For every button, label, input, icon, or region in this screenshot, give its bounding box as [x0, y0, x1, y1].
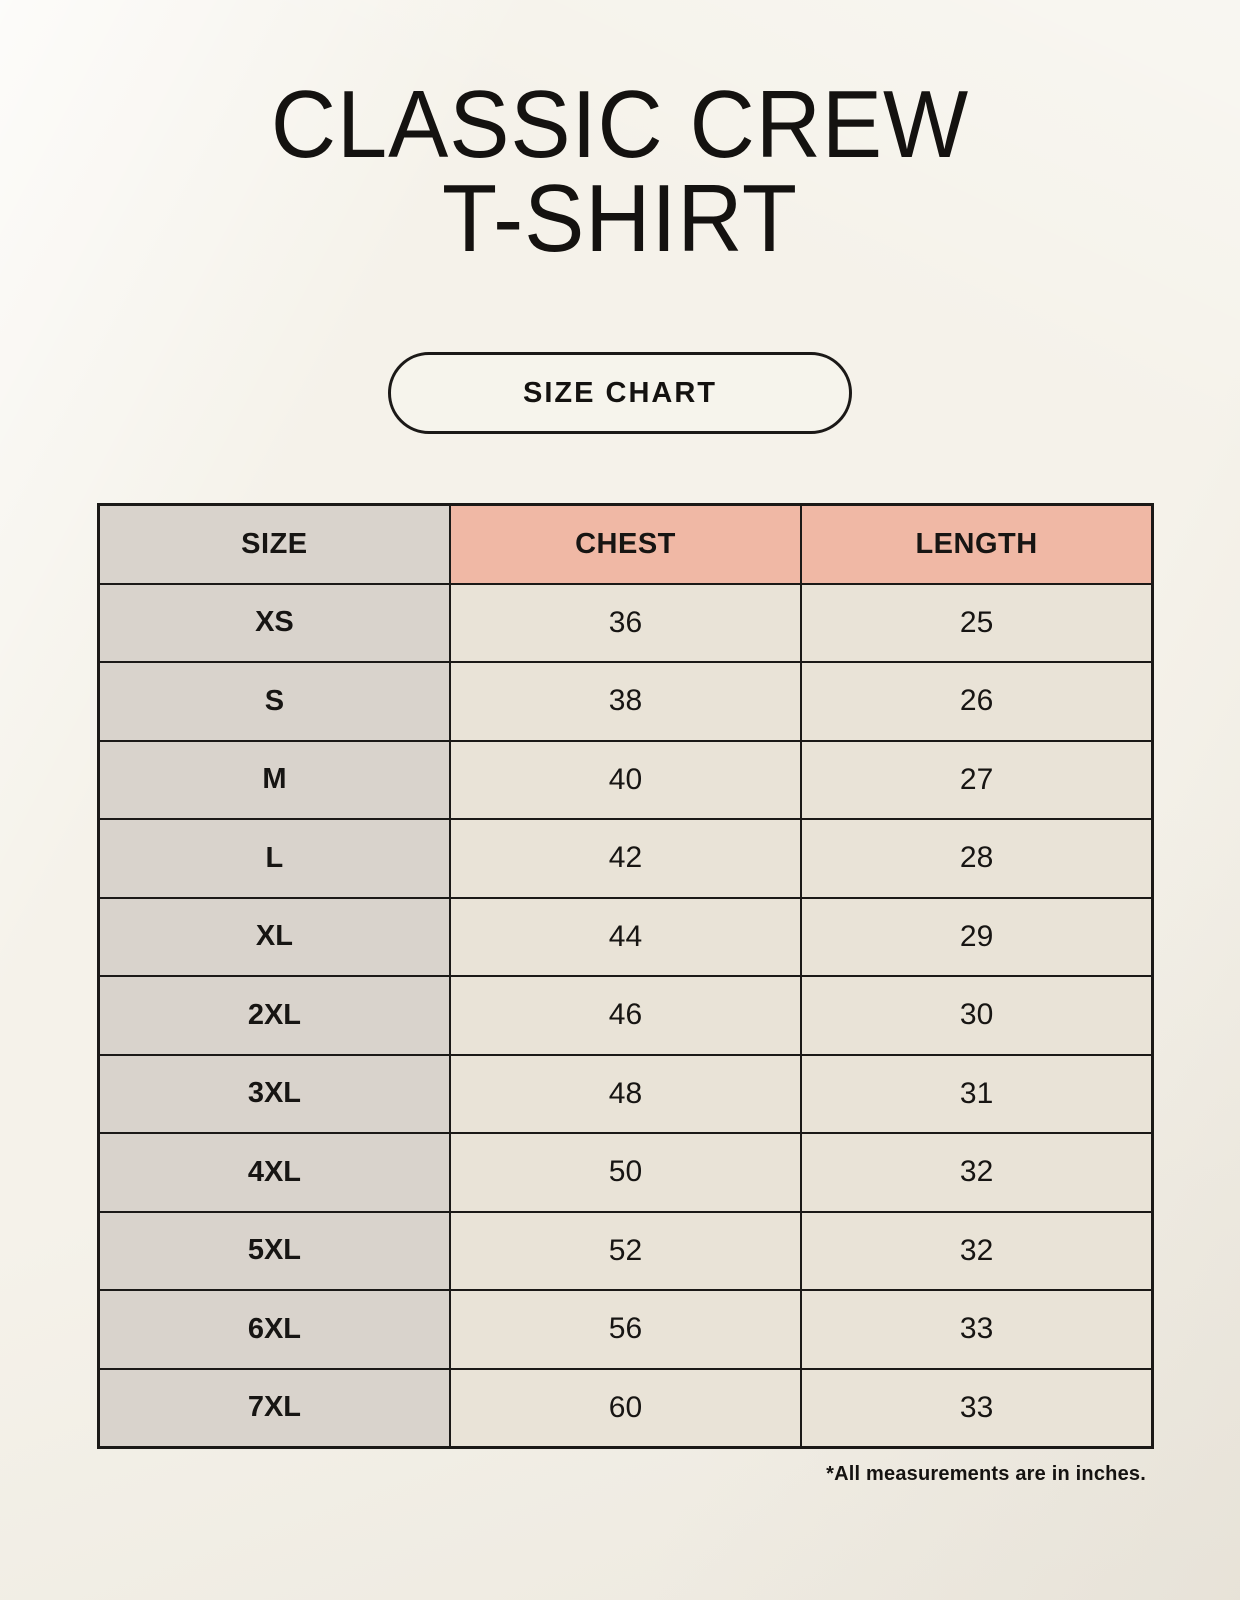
size-cell: S [97, 661, 451, 742]
table-row: XL 44 29 [97, 896, 1154, 977]
chest-cell: 46 [448, 975, 803, 1056]
column-header-size: SIZE [97, 503, 451, 585]
chest-cell: 44 [448, 896, 803, 977]
size-cell: M [97, 739, 451, 820]
length-cell: 26 [800, 661, 1154, 742]
size-cell: 4XL [97, 1132, 451, 1213]
page-title: CLASSIC CREW T-SHIRT [37, 71, 1203, 273]
size-cell: 2XL [97, 975, 451, 1056]
chest-cell: 56 [448, 1289, 803, 1370]
size-cell: 3XL [97, 1053, 451, 1134]
table-row: S 38 26 [97, 661, 1154, 742]
table-row: XS 36 25 [97, 582, 1154, 663]
column-header-length: LENGTH [800, 503, 1154, 585]
length-cell: 33 [800, 1289, 1154, 1370]
chest-cell: 50 [448, 1132, 803, 1213]
length-cell: 33 [800, 1367, 1154, 1449]
table-row: 4XL 50 32 [97, 1132, 1154, 1213]
size-cell: 7XL [97, 1367, 451, 1449]
length-cell: 32 [800, 1132, 1154, 1213]
table-row: 7XL 60 33 [97, 1367, 1154, 1449]
chest-cell: 42 [448, 818, 803, 899]
table-row: 3XL 48 31 [97, 1053, 1154, 1134]
table-row: M 40 27 [97, 739, 1154, 820]
size-cell: 6XL [97, 1289, 451, 1370]
size-cell: XL [97, 896, 451, 977]
table-row: 6XL 56 33 [97, 1289, 1154, 1370]
size-chart-table: SIZE CHEST LENGTH XS 36 25 S 38 26 M 40 … [97, 503, 1154, 1449]
table-row: L 42 28 [97, 818, 1154, 899]
size-chart-button-label: SIZE CHART [523, 376, 717, 409]
size-cell: 5XL [97, 1210, 451, 1291]
length-cell: 28 [800, 818, 1154, 899]
chest-cell: 36 [448, 582, 803, 663]
length-cell: 29 [800, 896, 1154, 977]
length-cell: 31 [800, 1053, 1154, 1134]
size-chart-button[interactable]: SIZE CHART [388, 352, 852, 434]
chest-cell: 40 [448, 739, 803, 820]
chest-cell: 38 [448, 661, 803, 742]
table-row: 5XL 52 32 [97, 1210, 1154, 1291]
size-cell: L [97, 818, 451, 899]
measurements-footnote: *All measurements are in inches. [826, 1463, 1146, 1485]
size-cell: XS [97, 582, 451, 663]
chest-cell: 60 [448, 1367, 803, 1449]
length-cell: 30 [800, 975, 1154, 1056]
chest-cell: 52 [448, 1210, 803, 1291]
length-cell: 32 [800, 1210, 1154, 1291]
title-line-2: T-SHIRT [442, 165, 798, 273]
table-row: 2XL 46 30 [97, 975, 1154, 1056]
title-line-1: CLASSIC CREW [270, 71, 970, 178]
length-cell: 27 [800, 739, 1154, 820]
length-cell: 25 [800, 582, 1154, 663]
table-header-row: SIZE CHEST LENGTH [97, 503, 1154, 585]
chest-cell: 48 [448, 1053, 803, 1134]
column-header-chest: CHEST [448, 503, 803, 585]
